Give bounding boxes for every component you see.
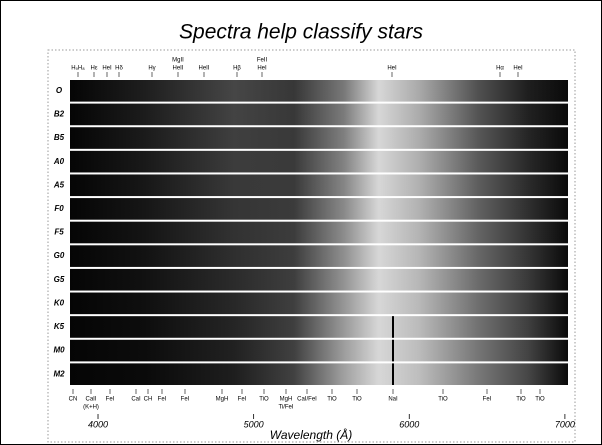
line-label: CaI/FeI <box>297 397 317 403</box>
line-label: HeI <box>387 66 397 72</box>
line-label: CaII <box>85 397 96 403</box>
line-label: TiO <box>327 397 337 403</box>
line-label: FeI <box>483 397 492 403</box>
line-label: HeI <box>102 66 112 72</box>
class-label: B5 <box>54 133 65 142</box>
spectrum <box>70 339 568 362</box>
class-label: G0 <box>54 251 65 260</box>
line-label: CaI <box>131 397 141 403</box>
line-label: Hβ <box>233 66 241 72</box>
line-label: (K+H) <box>83 405 99 411</box>
line-label: FeI <box>238 397 247 403</box>
spectrum <box>70 292 568 315</box>
line-label: Hδ <box>115 66 123 72</box>
class-label: M0 <box>53 346 65 355</box>
class-label: A5 <box>53 180 65 189</box>
class-label: M2 <box>53 369 65 378</box>
x-tick-label: 5000 <box>244 419 264 429</box>
line-label: TiO <box>352 397 362 403</box>
spectrum <box>70 80 568 102</box>
absorption-line <box>392 339 394 362</box>
class-label: A0 <box>53 157 65 166</box>
line-label: Hε <box>90 66 97 72</box>
line-label: H₉H₈ <box>71 66 85 72</box>
line-label: HeI <box>513 66 523 72</box>
line-label: Hα <box>496 66 504 72</box>
spectrum <box>70 268 568 291</box>
x-tick-label: 7000 <box>555 419 575 429</box>
spectrum <box>70 245 568 267</box>
line-label: MgII <box>172 58 184 64</box>
line-label: NaI <box>388 397 398 403</box>
spectrum <box>70 174 568 197</box>
line-label: FeI <box>158 397 167 403</box>
line-label: FeI <box>181 397 190 403</box>
line-label: HeII <box>172 66 183 72</box>
class-label: K0 <box>54 298 65 307</box>
class-label: G5 <box>54 275 65 284</box>
line-label: FeII <box>257 58 268 64</box>
x-tick-label: 4000 <box>88 419 108 429</box>
spectrum <box>70 316 568 338</box>
absorption-line <box>392 363 394 385</box>
x-tick-label: 6000 <box>399 419 419 429</box>
line-label: CH <box>144 397 153 403</box>
spectrum <box>70 103 568 126</box>
line-label: TiO <box>516 397 526 403</box>
absorption-line <box>392 316 394 338</box>
class-label: K5 <box>54 322 65 331</box>
line-label: TiO <box>535 397 545 403</box>
line-label: TiO <box>259 397 269 403</box>
line-label: MgH <box>280 397 293 403</box>
spectrum <box>70 221 568 244</box>
line-label: FeI <box>106 397 115 403</box>
spectrum <box>70 198 568 220</box>
line-label: Hγ <box>148 66 155 72</box>
line-label: Ti/FeI <box>278 405 293 411</box>
class-label: O <box>56 86 63 95</box>
line-label: TiO <box>438 397 448 403</box>
spectrum <box>70 363 568 385</box>
line-label: HeI <box>257 66 267 72</box>
line-label: CN <box>69 397 78 403</box>
line-label: HeII <box>198 66 209 72</box>
class-label: F0 <box>54 204 64 213</box>
class-label: B2 <box>54 110 65 119</box>
spectrum <box>70 150 568 173</box>
class-label: F5 <box>54 228 64 237</box>
axis-label: Wavelength (Å) <box>270 427 352 442</box>
slide-title: Spectra help classify stars <box>179 21 423 44</box>
line-label: MgH <box>216 397 229 403</box>
spectrum <box>70 127 568 149</box>
